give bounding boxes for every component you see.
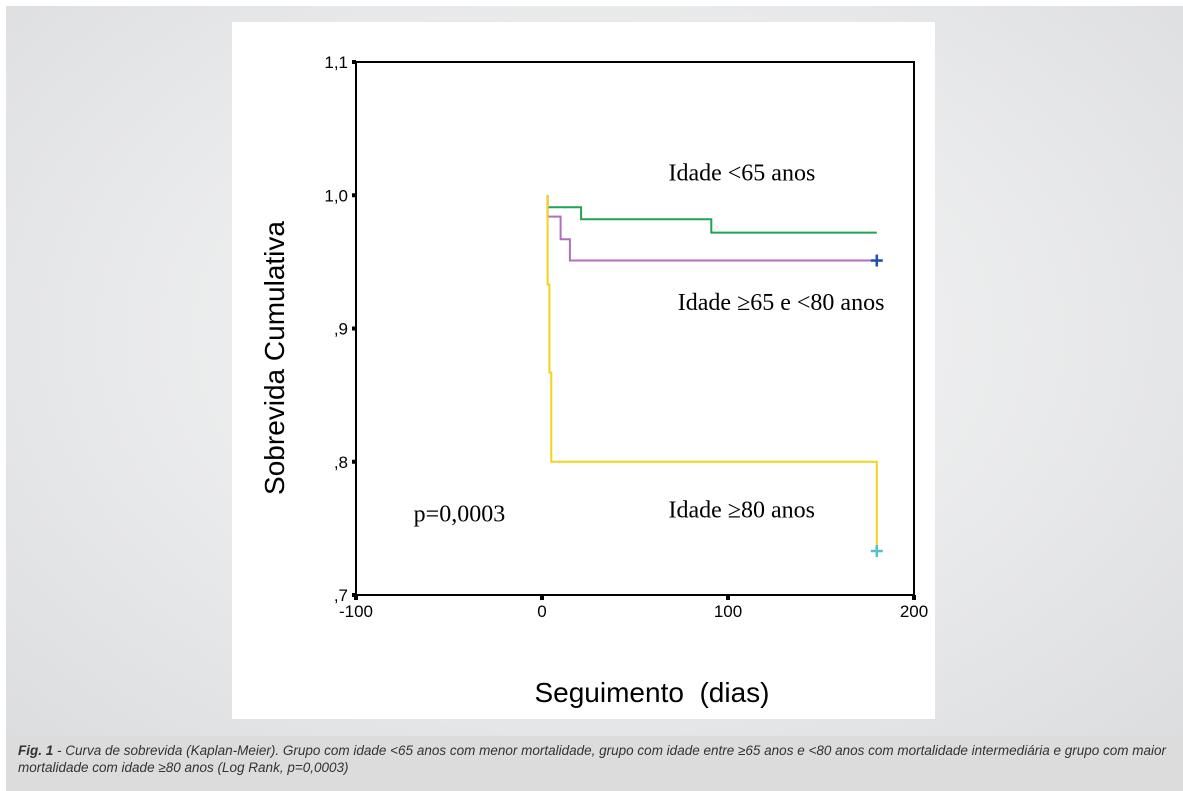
y-axis: ,7 ,8 ,9 1,0 1,1 <box>324 53 356 605</box>
series-line-3 <box>546 195 878 551</box>
chart-panel: ,7,8,9 1,0 1,1 -100 0 100 200 Idade <65 anos I… <box>232 22 935 719</box>
annotation-label: Idade ≥65 e <80 anos <box>678 290 885 316</box>
annotation-label: Idade ≥80 anos <box>668 498 814 524</box>
x-tick-label: 200 <box>900 602 928 621</box>
annotation-label: Idade <65 anos <box>668 161 815 187</box>
censor-markers <box>870 254 883 558</box>
caption-bar: Fig. 1 - Curva de sobrevida (Kaplan-Meie… <box>6 736 1183 791</box>
y-tick-label: ,9 <box>334 320 348 339</box>
censor-marker <box>870 545 883 558</box>
survival-chart: ,7,8,91,01,1 -100 0 100 200 Idade <65 anosI… <box>259 53 928 708</box>
y-tick-label: ,8 <box>334 453 348 472</box>
y-tick-label: 1,1 <box>324 53 348 72</box>
annotations: Idade <65 anos Idade ≥65 e <80 anos Idade … <box>414 161 885 528</box>
censor-marker <box>870 254 883 267</box>
x-tick-label: -100 <box>339 602 373 621</box>
caption-text: - Curva de sobrevida (Kaplan-Meier). Gru… <box>18 743 1167 775</box>
x-axis-label: Seguimento (dias) <box>534 677 769 708</box>
x-axis: -100 0 100 200 <box>339 595 928 621</box>
figure-caption: Fig. 1 - Curva de sobrevida (Kaplan-Meie… <box>18 742 1168 776</box>
series-line-1 <box>546 195 877 234</box>
y-tick-label: 1,0 <box>324 186 348 205</box>
x-tick-label: 100 <box>714 602 742 621</box>
caption-label: Fig. 1 <box>18 743 54 758</box>
x-tick-label: 0 <box>537 602 546 621</box>
annotation-label: p=0,0003 <box>414 502 506 528</box>
series-layer <box>546 195 878 551</box>
y-tick-label: ,7 <box>334 586 348 605</box>
y-axis-label: Sobrevida Cumulativa <box>259 221 290 495</box>
